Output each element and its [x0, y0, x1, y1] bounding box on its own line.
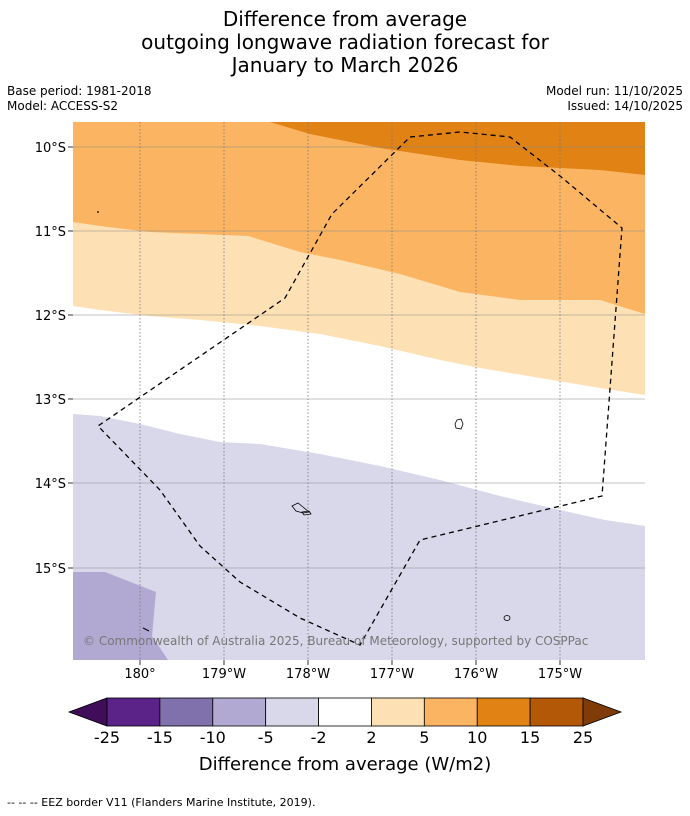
lon-label: 178°W	[286, 667, 330, 682]
colorbar-segment	[212, 697, 267, 727]
colorbar-segment	[476, 697, 531, 727]
lat-label: 10°S	[35, 141, 66, 156]
colorbar-tick-label: -5	[258, 728, 274, 747]
colorbar-segment	[106, 697, 161, 727]
island-rose-atoll	[503, 615, 511, 621]
lon-labels: 180° 179°W 178°W 177°W 176°W 175°W	[124, 667, 582, 682]
meta-left: Base period: 1981-2018 Model: ACCESS-S2	[7, 84, 152, 114]
colorbar-segment	[423, 697, 478, 727]
island-swains	[454, 418, 464, 430]
meta-right: Model run: 11/10/2025 Issued: 14/10/2025	[546, 84, 683, 114]
contour-band-10-15	[270, 122, 645, 175]
lon-label: 176°W	[454, 667, 498, 682]
issued-date: Issued: 14/10/2025	[567, 99, 683, 113]
title-line-1: Difference from average	[222, 7, 468, 31]
colorbar-extend-low	[67, 697, 108, 727]
lon-label: 179°W	[202, 667, 246, 682]
eez-border	[96, 131, 623, 646]
colorbar-extend-high	[582, 697, 623, 727]
lon-label: 180°	[124, 667, 155, 682]
colorbar-segment	[371, 697, 425, 727]
colorbar-segment	[318, 697, 372, 727]
graticule	[73, 146, 645, 569]
colorbar-tick-label: 25	[573, 728, 593, 747]
colorbar-label: Difference from average (W/m2)	[199, 754, 491, 775]
colorbar-tick-label: -10	[200, 728, 226, 747]
lon-label: 177°W	[370, 667, 414, 682]
chart-title: Difference from average outgoing longwav…	[0, 8, 690, 77]
lat-label: 13°S	[35, 393, 66, 408]
colorbar-tick-label: -2	[311, 728, 327, 747]
meridians	[139, 122, 561, 660]
colorbar-tick-label: -15	[147, 728, 173, 747]
map-area: © Commonwealth of Australia 2025, Bureau…	[73, 122, 645, 660]
island-upolu	[301, 510, 312, 516]
colorbar-tick-label: 5	[419, 728, 429, 747]
colorbar-tick-label: 10	[467, 728, 487, 747]
colorbar-segment	[159, 697, 214, 727]
model-run: Model run: 11/10/2025	[545, 84, 683, 98]
island-fragment	[142, 627, 150, 632]
colorbar-tick-label: 15	[520, 728, 540, 747]
colorbar-segment	[265, 697, 319, 727]
eez-legend: -- -- -- EEZ border V11 (Flanders Marine…	[7, 796, 316, 809]
lat-label: 11°S	[35, 225, 66, 240]
lat-labels: 10°S 11°S 12°S 13°S 14°S 15°S	[35, 141, 66, 577]
model-name: Model: ACCESS-S2	[7, 99, 119, 113]
contour-band-5-10	[73, 122, 645, 314]
title-line-3: January to March 2026	[231, 53, 459, 77]
island-dot	[97, 211, 99, 213]
colorbar: -25 -15 -10 -5 -2 2 5 10 15 25	[67, 697, 623, 747]
island-savaii	[291, 502, 310, 514]
lon-label: 175°W	[538, 667, 582, 682]
copyright-text: © Commonwealth of Australia 2025, Bureau…	[83, 634, 588, 648]
colorbar-segment	[529, 697, 584, 727]
lat-label: 12°S	[35, 309, 66, 324]
colorbar-tick-label: -25	[94, 728, 120, 747]
lat-label: 15°S	[35, 562, 66, 577]
colorbar-tick-label: 2	[366, 728, 376, 747]
base-period: Base period: 1981-2018	[7, 84, 152, 98]
contour-band-minus10-minus5	[73, 572, 168, 660]
title-line-2: outgoing longwave radiation forecast for	[141, 30, 549, 54]
lat-label: 14°S	[35, 477, 66, 492]
ticks	[68, 146, 561, 665]
